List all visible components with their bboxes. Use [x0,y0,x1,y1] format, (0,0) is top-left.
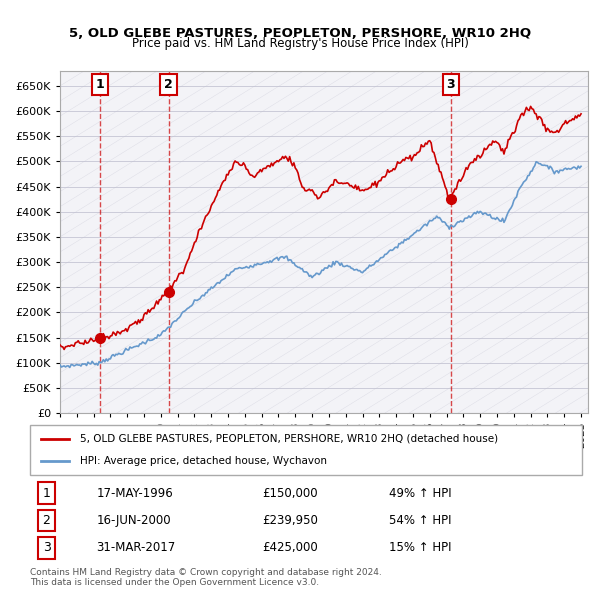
Text: 16-JUN-2000: 16-JUN-2000 [96,514,171,527]
Text: 3: 3 [446,78,455,91]
Text: 17-MAY-1996: 17-MAY-1996 [96,487,173,500]
Text: 2: 2 [43,514,50,527]
Text: 54% ↑ HPI: 54% ↑ HPI [389,514,451,527]
Text: 49% ↑ HPI: 49% ↑ HPI [389,487,451,500]
Text: £150,000: £150,000 [262,487,317,500]
Text: £425,000: £425,000 [262,541,317,554]
FancyBboxPatch shape [30,425,582,475]
Text: 31-MAR-2017: 31-MAR-2017 [96,541,175,554]
Text: HPI: Average price, detached house, Wychavon: HPI: Average price, detached house, Wych… [80,456,326,466]
Text: 1: 1 [43,487,50,500]
Text: 5, OLD GLEBE PASTURES, PEOPLETON, PERSHORE, WR10 2HQ: 5, OLD GLEBE PASTURES, PEOPLETON, PERSHO… [69,27,531,40]
Text: Contains HM Land Registry data © Crown copyright and database right 2024.: Contains HM Land Registry data © Crown c… [30,568,382,576]
Text: 15% ↑ HPI: 15% ↑ HPI [389,541,451,554]
Text: Price paid vs. HM Land Registry's House Price Index (HPI): Price paid vs. HM Land Registry's House … [131,37,469,50]
Text: This data is licensed under the Open Government Licence v3.0.: This data is licensed under the Open Gov… [30,578,319,587]
Text: 2: 2 [164,78,173,91]
Text: 5, OLD GLEBE PASTURES, PEOPLETON, PERSHORE, WR10 2HQ (detached house): 5, OLD GLEBE PASTURES, PEOPLETON, PERSHO… [80,434,498,444]
Text: 1: 1 [95,78,104,91]
Text: 3: 3 [43,541,50,554]
Text: £239,950: £239,950 [262,514,318,527]
